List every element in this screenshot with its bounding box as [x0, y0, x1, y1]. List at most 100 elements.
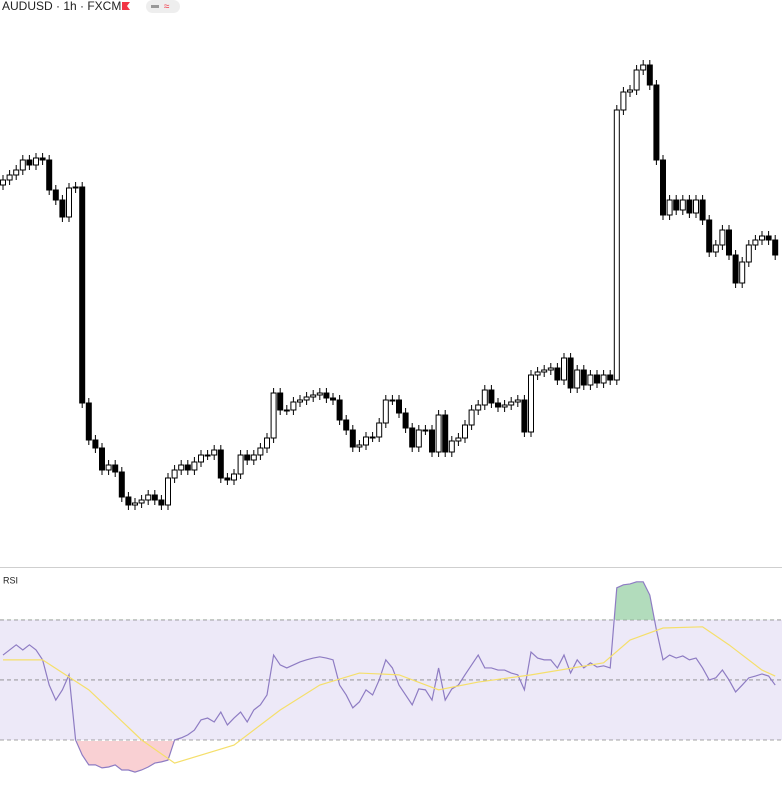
candle-body [165, 477, 171, 506]
candle-body [290, 401, 297, 411]
candle-body [462, 424, 468, 439]
candle-body [19, 159, 26, 171]
candle-body [336, 399, 343, 421]
candle-body [765, 235, 772, 241]
candle-body [85, 402, 92, 441]
candle-body [99, 447, 105, 471]
candle-body [138, 499, 145, 504]
candle-body [376, 422, 383, 438]
candle-body [587, 374, 594, 386]
oversold-fill [76, 741, 175, 773]
candle-body [0, 179, 6, 186]
candle-body [759, 235, 765, 241]
status-pill[interactable] [146, 0, 180, 13]
candle-body [541, 369, 548, 373]
candle-body [409, 427, 416, 448]
candle-body [508, 401, 515, 406]
candle-body [580, 369, 587, 386]
candle-body [184, 464, 191, 471]
status-icon [151, 5, 159, 8]
candle-body [514, 399, 521, 403]
candle-body [422, 429, 429, 432]
candle-body [633, 69, 640, 91]
rsi-band [0, 619, 782, 740]
candle-body [323, 392, 330, 399]
candle-body [521, 399, 528, 433]
candle-body [158, 499, 165, 506]
candle-body [574, 369, 581, 389]
candle-body [264, 437, 270, 449]
candle-body [429, 429, 435, 453]
candle-body [224, 477, 231, 481]
candle-body [191, 461, 198, 471]
candle-body [46, 159, 53, 191]
candle-body [435, 414, 442, 453]
candle-body [171, 469, 178, 479]
candle-body [442, 414, 449, 453]
candle-body [343, 419, 350, 431]
candle-body [330, 397, 336, 401]
candle-body [567, 357, 574, 389]
rsi-line [3, 626, 776, 764]
candle-body [250, 454, 257, 461]
candle-body [244, 454, 251, 461]
candle-body [237, 454, 244, 475]
candle-body [547, 367, 554, 371]
candle-body [211, 449, 218, 456]
candle-body [607, 374, 614, 381]
candle-body [349, 429, 356, 448]
candle-body [270, 392, 277, 439]
candle-body [178, 464, 185, 471]
candle-body [118, 471, 125, 498]
candle-body [382, 399, 389, 424]
candle-body [554, 367, 561, 381]
candle-body [125, 496, 132, 506]
candle-body [640, 64, 647, 71]
candle-body [475, 404, 482, 411]
candle-body [369, 436, 376, 439]
candle-body [26, 159, 33, 166]
candle-body [297, 399, 303, 403]
status-icon: ≈ [164, 2, 170, 13]
candle-body [145, 494, 152, 501]
candle-body [772, 239, 779, 256]
candle-body [739, 261, 746, 284]
candle-body [455, 437, 462, 442]
candle-body [52, 189, 59, 201]
candle-body [310, 394, 317, 398]
pane-title: RSI [3, 575, 18, 585]
candle-body [112, 464, 119, 473]
candle-body [66, 187, 72, 218]
candle-body [561, 357, 567, 381]
candle-body [481, 389, 488, 406]
candle-body [745, 244, 752, 263]
candle-body [132, 502, 138, 506]
candle-body [39, 157, 46, 161]
candle-body [699, 199, 706, 221]
candle-body [528, 374, 534, 433]
overbought-fill [3, 581, 776, 620]
candle-body [706, 219, 713, 253]
candle-body [402, 412, 409, 429]
candle-body [13, 169, 20, 176]
candle-body [151, 494, 158, 501]
candle-body [495, 402, 501, 408]
candle-body [686, 199, 693, 214]
candle-body [712, 244, 719, 253]
candle-body [448, 440, 455, 453]
candle-body [594, 374, 600, 384]
candle-body [719, 229, 726, 246]
candle-body [732, 254, 739, 284]
candle-body [620, 91, 627, 111]
candle-body [283, 409, 290, 412]
chart-title: AUDUSD · 1h · FXCM [2, 0, 121, 13]
candle-body [316, 392, 323, 396]
flag-icon [122, 2, 130, 10]
candle-body [726, 229, 732, 256]
candle-body [468, 409, 475, 426]
candle-body [277, 392, 284, 411]
rsi-line [2, 581, 776, 773]
candle-body [6, 174, 13, 181]
candle-body [627, 89, 633, 93]
